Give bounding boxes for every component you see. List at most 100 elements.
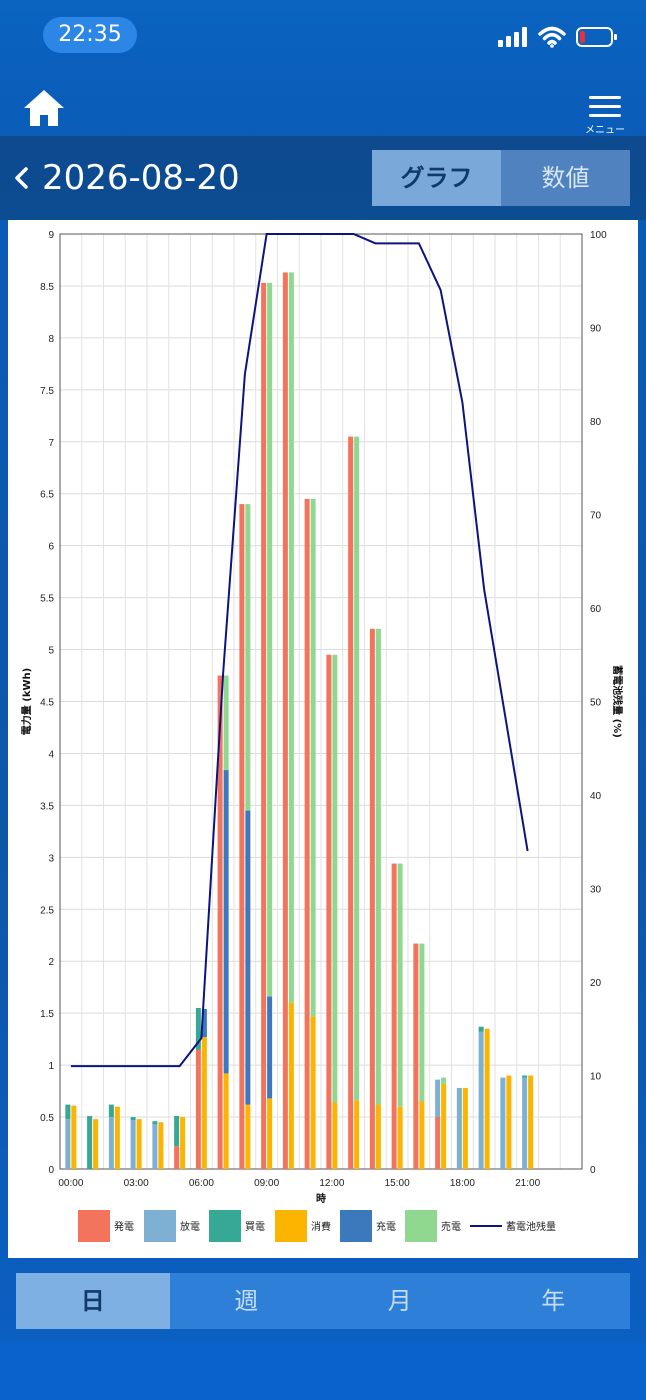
current-date: 2026-08-20 bbox=[42, 158, 240, 198]
bar-consumption bbox=[354, 1100, 360, 1169]
bar-discharge bbox=[152, 1124, 158, 1169]
bar-sell bbox=[267, 282, 273, 997]
wifi-icon bbox=[538, 26, 566, 48]
chevron-left-icon[interactable] bbox=[12, 166, 30, 190]
bar-purchase bbox=[108, 1104, 114, 1118]
y-axis-label: 電力量 (kWh) bbox=[20, 668, 33, 735]
x-tick-label: 09:00 bbox=[254, 1178, 279, 1189]
bar-purchase bbox=[478, 1026, 484, 1032]
y-tick-label: 1.5 bbox=[40, 1009, 54, 1020]
bar-consumption bbox=[136, 1119, 142, 1169]
y2-tick-label: 20 bbox=[590, 978, 602, 989]
y-tick-label: 8 bbox=[48, 334, 54, 345]
bar-generation bbox=[435, 1117, 441, 1169]
bar-sell bbox=[354, 436, 360, 1101]
y-tick-label: 2 bbox=[48, 957, 54, 968]
bar-consumption bbox=[180, 1117, 186, 1169]
bar-consumption bbox=[506, 1075, 512, 1169]
tab-year[interactable]: 年 bbox=[541, 1287, 566, 1315]
x-tick-label: 06:00 bbox=[189, 1178, 214, 1189]
legend-swatch-consumption bbox=[275, 1210, 307, 1242]
bar-sell bbox=[332, 654, 338, 1103]
bar-sell bbox=[245, 504, 251, 811]
bar-discharge bbox=[130, 1120, 136, 1169]
bar-discharge bbox=[522, 1077, 528, 1169]
bar-consumption bbox=[71, 1105, 77, 1169]
bar-consumption bbox=[267, 1098, 273, 1169]
period-tabs: 日 週 月 年 bbox=[16, 1273, 630, 1329]
legend-label: 放電 bbox=[180, 1220, 200, 1233]
signal-icon bbox=[498, 27, 527, 47]
bar-generation bbox=[217, 675, 223, 1169]
bar-consumption bbox=[201, 1037, 207, 1169]
y-tick-label: 2.5 bbox=[40, 905, 54, 916]
date-bar: 2026-08-20 グラフ 数値 bbox=[0, 136, 646, 220]
bar-sell bbox=[397, 863, 403, 1107]
legend-swatch-sell bbox=[405, 1210, 437, 1242]
y2-tick-label: 50 bbox=[590, 698, 602, 709]
y-tick-label: 3.5 bbox=[40, 801, 54, 812]
bar-discharge bbox=[108, 1117, 114, 1169]
tab-month[interactable]: 月 bbox=[387, 1287, 412, 1315]
bar-purchase bbox=[65, 1104, 71, 1120]
menu-label: メニュー bbox=[585, 125, 625, 136]
bar-consumption bbox=[310, 1016, 316, 1169]
bar-charge bbox=[201, 1009, 207, 1038]
battery-icon bbox=[576, 27, 617, 47]
x-tick-label: 15:00 bbox=[385, 1178, 410, 1189]
bar-generation bbox=[326, 654, 332, 1169]
menu-icon bbox=[589, 96, 621, 117]
tab-week[interactable]: 週 bbox=[234, 1287, 259, 1315]
bar-consumption bbox=[441, 1083, 447, 1169]
y-tick-label: 8.5 bbox=[40, 282, 54, 293]
y-tick-label: 1 bbox=[48, 1061, 54, 1072]
bar-charge bbox=[223, 770, 229, 1074]
bar-consumption bbox=[158, 1122, 164, 1169]
menu-button[interactable]: メニュー bbox=[582, 96, 628, 136]
bar-generation bbox=[261, 282, 267, 1170]
bar-sell bbox=[310, 498, 316, 1017]
home-icon[interactable] bbox=[22, 88, 66, 128]
legend-swatch-generation bbox=[78, 1210, 110, 1242]
bar-consumption bbox=[375, 1104, 381, 1169]
y-tick-label: 0 bbox=[48, 1165, 54, 1176]
legend-swatch-charge bbox=[340, 1210, 372, 1242]
bar-purchase bbox=[130, 1117, 136, 1121]
app-bar: メニュー bbox=[0, 70, 646, 136]
bar-charge bbox=[267, 996, 273, 1099]
tab-day[interactable]: 日 bbox=[16, 1273, 170, 1329]
x-tick-label: 21:00 bbox=[515, 1178, 540, 1189]
status-time: 22:35 bbox=[43, 17, 137, 53]
tab-graph[interactable]: グラフ bbox=[372, 150, 501, 206]
status-bar: 22:35 bbox=[0, 0, 646, 70]
bar-generation bbox=[369, 628, 375, 1169]
bar-sell bbox=[223, 675, 229, 771]
bar-purchase bbox=[87, 1116, 93, 1169]
y2-tick-label: 10 bbox=[590, 1072, 602, 1083]
bar-consumption bbox=[484, 1028, 490, 1169]
bar-discharge bbox=[65, 1119, 71, 1169]
y-tick-label: 7 bbox=[48, 438, 54, 449]
y-tick-label: 6 bbox=[48, 542, 54, 553]
bar-purchase bbox=[195, 1007, 201, 1050]
bar-consumption bbox=[93, 1119, 99, 1169]
bar-consumption bbox=[288, 1002, 294, 1169]
bar-purchase bbox=[174, 1116, 180, 1147]
tab-values[interactable]: 数値 bbox=[501, 150, 630, 206]
legend-swatch-purchase bbox=[209, 1210, 241, 1242]
bar-generation bbox=[239, 504, 245, 1170]
y-tick-label: 5.5 bbox=[40, 594, 54, 605]
y2-tick-label: 70 bbox=[590, 511, 602, 522]
energy-chart: 0 0.5 1 1.5 2 2.5 3 3.5 4 4.5 5 5.5 6 6.5 7 7.5 8 8.5 9 0 10… bbox=[8, 220, 638, 1258]
bar-consumption bbox=[332, 1102, 338, 1169]
legend-label: 売電 bbox=[441, 1220, 461, 1233]
bar-sell bbox=[419, 943, 425, 1102]
chart-svg: 00.511.522.533.544.555.566.577.588.59010… bbox=[20, 230, 624, 1242]
y2-tick-label: 80 bbox=[590, 417, 602, 428]
battery-line bbox=[70, 233, 529, 1068]
y-tick-label: 3 bbox=[48, 853, 54, 864]
legend-swatch-discharge bbox=[144, 1210, 176, 1242]
bar-generation bbox=[195, 1049, 201, 1169]
bar-generation bbox=[282, 272, 288, 1169]
bar-sell bbox=[375, 628, 381, 1105]
